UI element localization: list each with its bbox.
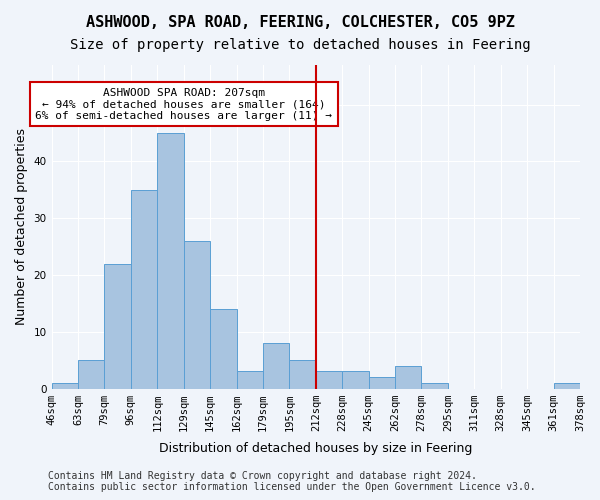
Bar [131, 190, 157, 388]
Bar [554, 383, 580, 388]
Bar [421, 383, 448, 388]
Bar [236, 372, 263, 388]
X-axis label: Distribution of detached houses by size in Feering: Distribution of detached houses by size … [159, 442, 472, 455]
Text: Contains HM Land Registry data © Crown copyright and database right 2024.
Contai: Contains HM Land Registry data © Crown c… [48, 471, 536, 492]
Bar [104, 264, 131, 388]
Bar [78, 360, 104, 388]
Bar [316, 372, 342, 388]
Bar [289, 360, 316, 388]
Bar [184, 241, 210, 388]
Text: ASHWOOD, SPA ROAD, FEERING, COLCHESTER, CO5 9PZ: ASHWOOD, SPA ROAD, FEERING, COLCHESTER, … [86, 15, 514, 30]
Bar [157, 133, 184, 388]
Bar [263, 343, 289, 388]
Bar [52, 383, 78, 388]
Text: ASHWOOD SPA ROAD: 207sqm
← 94% of detached houses are smaller (164)
6% of semi-d: ASHWOOD SPA ROAD: 207sqm ← 94% of detach… [35, 88, 332, 121]
Bar [210, 309, 236, 388]
Y-axis label: Number of detached properties: Number of detached properties [15, 128, 28, 326]
Bar [395, 366, 421, 388]
Bar [368, 377, 395, 388]
Bar [342, 372, 368, 388]
Text: Size of property relative to detached houses in Feering: Size of property relative to detached ho… [70, 38, 530, 52]
